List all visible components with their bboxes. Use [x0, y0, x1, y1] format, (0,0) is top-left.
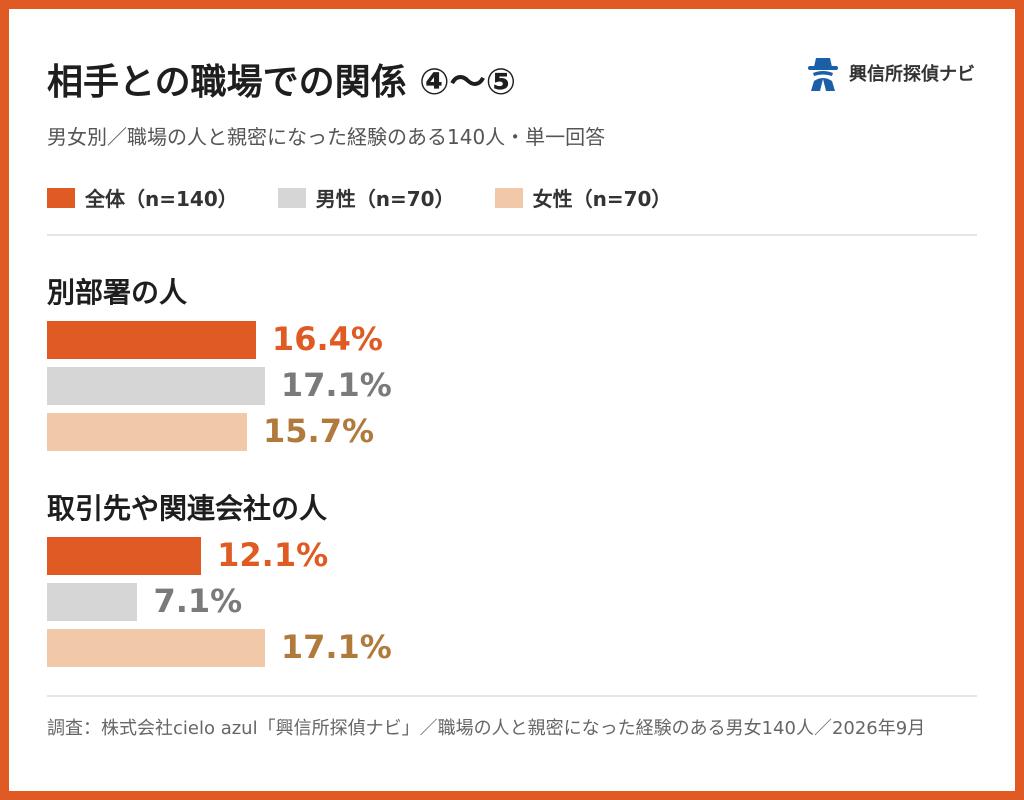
group-title-2: 取引先や関連会社の人 — [47, 492, 328, 525]
chart-subtitle: 男女別／職場の人と親密になった経験のある140人・単一回答 — [47, 125, 606, 149]
legend-swatch-total — [47, 187, 75, 208]
bar-total-1 — [47, 321, 256, 359]
bar-total-2 — [47, 537, 202, 575]
legend-swatch-female — [494, 187, 523, 208]
data-label-total-1: 16.4% — [271, 320, 383, 358]
group-title-1: 別部署の人 — [47, 276, 188, 309]
legend-label-total: 全体（n=140） — [85, 187, 238, 211]
data-label-total-2: 12.1% — [217, 536, 329, 574]
legend-label-female: 女性（n=70） — [532, 187, 672, 211]
legend-label-male: 男性（n=70） — [315, 187, 455, 211]
legend-item-male: 男性（n=70） — [277, 183, 455, 212]
chart-legend: 全体（n=140） 男性（n=70） 女性（n=70） — [47, 183, 671, 212]
chart-title: 相手との職場での関係 ④〜⑤ — [47, 62, 517, 103]
legend-item-total: 全体（n=140） — [47, 183, 238, 212]
divider-bottom — [47, 695, 977, 697]
bar-male-1 — [47, 367, 265, 405]
data-label-female-2: 17.1% — [280, 628, 392, 666]
brand-name: 興信所探偵ナビ — [849, 64, 975, 85]
detective-icon — [808, 58, 838, 91]
data-label-male-2: 7.1% — [153, 582, 243, 620]
data-label-male-1: 17.1% — [280, 366, 392, 404]
bar-male-2 — [47, 583, 138, 621]
data-label-female-1: 15.7% — [263, 412, 375, 450]
legend-item-female: 女性（n=70） — [494, 183, 672, 212]
bar-female-2 — [47, 629, 265, 667]
brand-logo: 興信所探偵ナビ — [805, 55, 975, 91]
source-note: 調査：株式会社cielo azul「興信所探偵ナビ」／職場の人と親密になった経験… — [47, 718, 926, 739]
legend-swatch-male — [277, 187, 306, 208]
divider-top — [47, 234, 977, 236]
bar-female-1 — [47, 413, 248, 451]
